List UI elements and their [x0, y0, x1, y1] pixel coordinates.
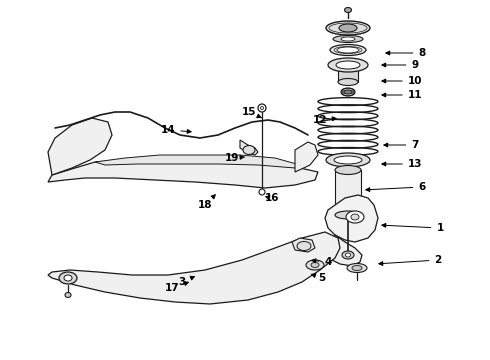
Ellipse shape — [342, 251, 354, 259]
Text: 8: 8 — [386, 48, 426, 58]
Ellipse shape — [352, 266, 362, 270]
Ellipse shape — [351, 214, 359, 220]
Text: 3: 3 — [178, 276, 195, 287]
Ellipse shape — [341, 88, 355, 96]
Text: 5: 5 — [312, 273, 326, 283]
Text: 19: 19 — [225, 153, 245, 163]
Text: 7: 7 — [384, 140, 418, 150]
Ellipse shape — [259, 189, 265, 195]
Bar — [338, 65, 358, 82]
Text: 18: 18 — [198, 195, 215, 210]
Ellipse shape — [345, 253, 350, 257]
Polygon shape — [292, 238, 315, 252]
Ellipse shape — [337, 47, 359, 53]
Ellipse shape — [258, 104, 266, 112]
Polygon shape — [330, 235, 362, 266]
Text: 4: 4 — [312, 257, 332, 267]
Ellipse shape — [341, 37, 355, 41]
Text: 12: 12 — [313, 115, 336, 125]
Text: 11: 11 — [382, 90, 422, 100]
Ellipse shape — [243, 145, 255, 154]
Ellipse shape — [344, 8, 351, 13]
Ellipse shape — [334, 156, 362, 164]
Text: 13: 13 — [382, 159, 422, 169]
Text: 16: 16 — [265, 193, 279, 203]
Text: 10: 10 — [382, 76, 422, 86]
Text: 15: 15 — [242, 107, 262, 118]
Text: 9: 9 — [382, 60, 418, 70]
Ellipse shape — [328, 58, 368, 72]
Ellipse shape — [346, 211, 364, 223]
Ellipse shape — [335, 166, 361, 175]
Text: 1: 1 — [382, 223, 443, 233]
Ellipse shape — [333, 36, 363, 42]
Polygon shape — [48, 118, 112, 175]
Ellipse shape — [65, 292, 71, 297]
Ellipse shape — [335, 211, 361, 219]
Ellipse shape — [326, 21, 370, 35]
Ellipse shape — [338, 78, 358, 86]
Ellipse shape — [344, 90, 352, 94]
Text: 14: 14 — [161, 125, 191, 135]
Ellipse shape — [306, 260, 324, 270]
Polygon shape — [48, 158, 318, 188]
Ellipse shape — [261, 107, 264, 109]
Bar — [335, 170, 361, 215]
Polygon shape — [95, 155, 300, 168]
Polygon shape — [325, 195, 378, 242]
Text: 6: 6 — [366, 182, 426, 192]
Ellipse shape — [330, 45, 366, 55]
Ellipse shape — [326, 153, 370, 167]
Ellipse shape — [311, 262, 319, 267]
Polygon shape — [240, 140, 258, 155]
Ellipse shape — [339, 24, 357, 32]
Polygon shape — [295, 142, 318, 172]
Ellipse shape — [336, 61, 360, 69]
Polygon shape — [48, 232, 340, 304]
Text: 17: 17 — [165, 282, 188, 293]
Ellipse shape — [64, 275, 72, 281]
Ellipse shape — [347, 264, 367, 273]
Text: 2: 2 — [379, 255, 441, 265]
Ellipse shape — [59, 272, 77, 284]
Ellipse shape — [297, 242, 311, 251]
